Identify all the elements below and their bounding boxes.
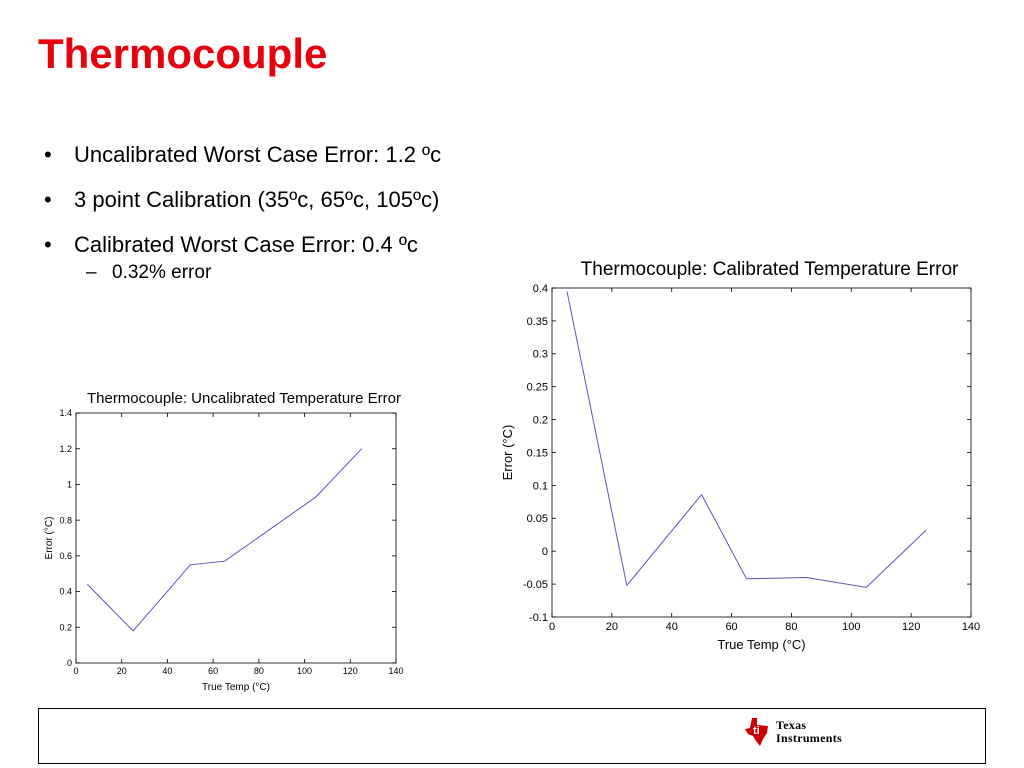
y-tick-label: 1 (67, 480, 72, 490)
x-tick-label: 120 (343, 666, 358, 676)
x-tick-label: 80 (254, 666, 264, 676)
svg-text:ti: ti (753, 725, 760, 737)
x-tick-label: 60 (725, 621, 737, 633)
x-tick-label: 0 (73, 666, 78, 676)
bullet-list: • Uncalibrated Worst Case Error: 1.2 ºc … (44, 140, 494, 287)
sub-bullet-dash: – (86, 262, 97, 284)
bullet-item: • Calibrated Worst Case Error: 0.4 ºc (44, 230, 494, 261)
y-tick-label: 0.05 (527, 513, 548, 525)
y-tick-label: 0.8 (59, 515, 72, 525)
y-tick-label: 0.3 (533, 349, 548, 361)
y-tick-label: 0.2 (533, 414, 548, 426)
logo-line-1: Texas (776, 718, 807, 733)
texas-state-icon: ti (745, 718, 768, 746)
sub-bullet-text: 0.32% error (112, 262, 212, 284)
series-line (87, 448, 363, 632)
y-tick-label: 0.2 (59, 622, 72, 632)
bullet-dot: • (44, 231, 52, 257)
slide-title: Thermocouple (38, 30, 328, 77)
x-tick-label: 0 (549, 621, 555, 633)
logo-wordmark: Texas Instruments (776, 719, 842, 744)
x-tick-label: 40 (162, 666, 172, 676)
sub-bullet-item: – 0.32% error (86, 260, 494, 287)
series-line (566, 291, 927, 588)
x-tick-label: 140 (388, 666, 403, 676)
y-tick-label: 1.2 (59, 444, 72, 454)
uncalibrated-error-chart: Thermocouple: Uncalibrated Temperature E… (44, 390, 404, 693)
y-tick-label: 0.35 (527, 316, 548, 328)
x-tick-label: 60 (208, 666, 218, 676)
y-tick-label: 0 (67, 658, 72, 668)
bullet-dot: • (44, 142, 52, 167)
x-tick-label: 140 (962, 621, 980, 633)
y-tick-label: 0.25 (527, 382, 548, 394)
x-axis-label: True Temp (°C) (717, 637, 805, 652)
x-tick-label: 20 (117, 666, 127, 676)
y-axis-label: Error (°C) (500, 425, 515, 481)
y-tick-label: -0.1 (529, 612, 548, 624)
y-tick-label: 0.4 (533, 283, 548, 295)
plot-area (551, 287, 972, 618)
bullet-item: • Uncalibrated Worst Case Error: 1.2 ºc (44, 140, 494, 171)
bullet-text: Uncalibrated Worst Case Error: 1.2 ºc (74, 142, 442, 167)
logo-line-2: Instruments (776, 731, 842, 745)
footer-bar (38, 708, 986, 764)
x-tick-label: 80 (785, 621, 797, 633)
y-axis-label: Error (°C) (44, 517, 55, 560)
plot-area (75, 412, 397, 664)
x-tick-label: 20 (606, 621, 618, 633)
x-tick-label: 100 (297, 666, 312, 676)
y-tick-label: 0.1 (533, 480, 548, 492)
x-axis-label: True Temp (°C) (202, 682, 270, 693)
x-tick-label: 100 (842, 621, 860, 633)
y-tick-label: 0.6 (59, 551, 72, 561)
bullet-dot: • (44, 186, 52, 212)
y-tick-label: -0.05 (523, 579, 548, 591)
bullet-item: • 3 point Calibration (35ºc, 65ºc, 105ºc… (44, 185, 494, 216)
bullet-text: 3 point Calibration (35ºc, 65ºc, 105ºc) (74, 186, 440, 212)
chart-title: Thermocouple: Calibrated Temperature Err… (581, 259, 959, 280)
bullet-text: Calibrated Worst Case Error: 0.4 ºc (74, 231, 418, 257)
y-tick-label: 0.4 (59, 587, 72, 597)
y-tick-label: 0 (542, 546, 548, 558)
calibrated-error-chart: Thermocouple: Calibrated Temperature Err… (500, 259, 980, 652)
y-tick-label: 0.15 (527, 447, 548, 459)
x-tick-label: 40 (666, 621, 678, 633)
y-tick-label: 1.4 (59, 408, 72, 418)
x-tick-label: 120 (902, 621, 920, 633)
chart-title: Thermocouple: Uncalibrated Temperature E… (87, 390, 401, 407)
texas-instruments-logo: ti Texas Instruments (744, 717, 842, 747)
